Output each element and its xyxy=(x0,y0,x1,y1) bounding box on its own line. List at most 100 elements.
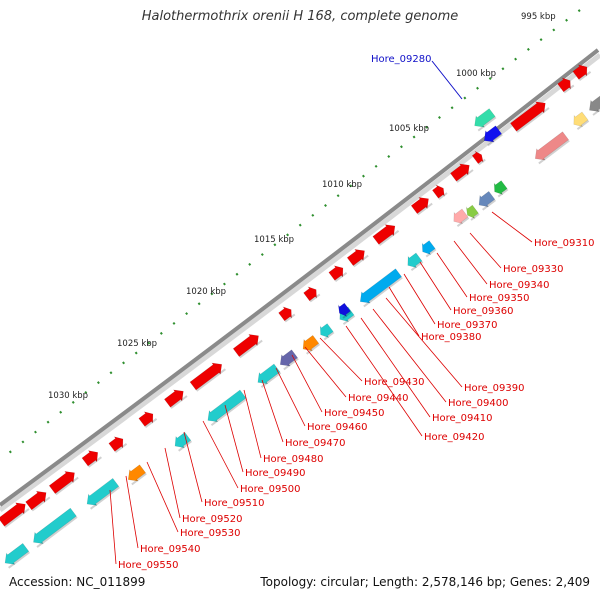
gene-arrow[interactable] xyxy=(463,204,480,221)
gene-label[interactable]: Hore_09420 xyxy=(424,432,485,443)
gene-label-item[interactable]: Hore_09310 xyxy=(491,211,595,249)
gene-arrow[interactable] xyxy=(449,160,474,183)
gene-label-item[interactable]: Hore_09540 xyxy=(125,475,201,555)
gene-arrow[interactable] xyxy=(0,499,30,528)
gene-label[interactable]: Hore_09460 xyxy=(307,422,368,433)
scale-tick-label: 1010 kbp xyxy=(322,180,362,190)
gene-arrow[interactable] xyxy=(328,262,348,283)
gene-label-item[interactable]: Hore_09530 xyxy=(146,461,241,539)
gene-label[interactable]: Hore_09340 xyxy=(489,280,550,291)
gene-label-item[interactable]: Hore_09430 xyxy=(319,337,425,388)
gene-arrow[interactable] xyxy=(83,477,121,510)
gene-arrow[interactable] xyxy=(572,61,592,82)
gene-label[interactable]: Hore_09400 xyxy=(448,398,509,409)
highlighted-gene[interactable]: Hore_09280 xyxy=(371,54,463,100)
gene-label-item[interactable]: Hore_09460 xyxy=(275,367,368,433)
gene-arrow[interactable] xyxy=(204,388,248,427)
gene-label-item[interactable]: Hore_09400 xyxy=(372,308,509,409)
gene-label-item[interactable]: Hore_09330 xyxy=(469,232,564,275)
gene-arrow[interactable] xyxy=(124,463,147,486)
gene-label[interactable]: Hore_09500 xyxy=(240,484,301,495)
gene-arrow[interactable] xyxy=(509,98,550,133)
gene-label-item[interactable]: Hore_09380 xyxy=(388,286,482,343)
gene-label[interactable]: Hore_09530 xyxy=(180,528,241,539)
gene-arrow[interactable] xyxy=(470,107,497,132)
gene-arrow[interactable] xyxy=(254,362,282,388)
gene-label[interactable]: Hore_09550 xyxy=(118,560,179,571)
gene-arrow[interactable] xyxy=(531,130,570,165)
gene-arrow[interactable] xyxy=(475,190,497,211)
gene-arrow[interactable] xyxy=(556,75,575,94)
gene-label-item[interactable]: Hore_09440 xyxy=(304,346,409,404)
gene-label[interactable]: Hore_09430 xyxy=(364,377,425,388)
gene-arrow[interactable] xyxy=(410,193,433,216)
gene-arrow[interactable] xyxy=(108,433,128,454)
gene-arrow[interactable] xyxy=(316,322,335,341)
gene-label-item[interactable]: Hore_09500 xyxy=(202,420,301,495)
gene-label[interactable]: Hore_09310 xyxy=(534,238,595,249)
gene-label[interactable]: Hore_09410 xyxy=(432,413,493,424)
gene-arrow[interactable] xyxy=(189,359,226,392)
gene-label-item[interactable]: Hore_09350 xyxy=(436,252,530,304)
scale-tick-label: 1020 kbp xyxy=(186,287,226,297)
gene-arrow[interactable] xyxy=(277,304,296,323)
gene-arrow[interactable] xyxy=(299,334,321,355)
gene-label[interactable]: Hore_09330 xyxy=(503,264,564,275)
gene-arrow[interactable] xyxy=(302,284,321,303)
gene-label-item[interactable]: Hore_09450 xyxy=(291,354,385,419)
gene-label[interactable]: Hore_09490 xyxy=(245,468,306,479)
gene-arrow[interactable] xyxy=(585,93,600,116)
gene-label[interactable]: Hore_09470 xyxy=(285,438,346,449)
gene-label[interactable]: Hore_09520 xyxy=(182,514,243,525)
gene-arrow[interactable] xyxy=(171,431,193,452)
gene-label-item[interactable]: Hore_09420 xyxy=(345,325,485,443)
gene-arrow[interactable] xyxy=(29,507,78,548)
gene-label-item[interactable]: Hore_09470 xyxy=(261,379,346,449)
accession-text: Accession: NC_011899 xyxy=(9,575,146,589)
gene-label[interactable]: Hore_09510 xyxy=(204,498,265,509)
gene-label-item[interactable]: Hore_09550 xyxy=(109,489,179,571)
gene-arrow[interactable] xyxy=(404,251,424,271)
gene-arrow[interactable] xyxy=(450,207,470,227)
gene-arrow[interactable] xyxy=(471,149,486,166)
gene-label-item[interactable]: Hore_09510 xyxy=(183,431,265,509)
gene-arrow[interactable] xyxy=(346,245,369,268)
gene-arrow[interactable] xyxy=(418,239,437,258)
gene-label[interactable]: Hore_09450 xyxy=(324,408,385,419)
gene-label-item[interactable]: Hore_09340 xyxy=(453,240,550,291)
gene-label[interactable]: Hore_09380 xyxy=(421,332,482,343)
gene-arrow[interactable] xyxy=(480,124,503,147)
highlighted-gene-leader xyxy=(431,60,463,100)
gene-arrow[interactable] xyxy=(24,487,51,512)
gene-label[interactable]: Hore_09370 xyxy=(437,320,498,331)
gene-arrow[interactable] xyxy=(431,183,448,200)
gene-label-item[interactable]: Hore_09410 xyxy=(360,317,493,424)
gene-label-item[interactable]: Hore_09490 xyxy=(224,404,306,479)
gene-label-item[interactable]: Hore_09360 xyxy=(419,261,514,317)
gene-label-item[interactable]: Hore_09480 xyxy=(243,389,324,465)
gene-label[interactable]: Hore_09360 xyxy=(453,306,514,317)
gene-arrow[interactable] xyxy=(570,110,590,130)
gene-label[interactable]: Hore_09540 xyxy=(140,544,201,555)
gene-arrow[interactable] xyxy=(276,348,299,371)
gene-arrow[interactable] xyxy=(232,330,263,359)
gene-arrow[interactable] xyxy=(138,408,158,429)
gene-label-item[interactable]: Hore_09390 xyxy=(385,297,525,394)
gene-label[interactable]: Hore_09350 xyxy=(469,293,530,304)
gene-arrow[interactable] xyxy=(48,467,79,496)
gene-label-item[interactable]: Hore_09370 xyxy=(403,273,498,331)
gene-arrow[interactable] xyxy=(356,267,403,308)
highlighted-gene-label[interactable]: Hore_09280 xyxy=(371,54,432,65)
gene-arrow[interactable] xyxy=(490,179,509,198)
gene-label[interactable]: Hore_09390 xyxy=(464,383,525,394)
gene-arrow[interactable] xyxy=(163,386,188,409)
gene-arrow[interactable] xyxy=(372,220,400,247)
gene-label[interactable]: Hore_09440 xyxy=(348,393,409,404)
gene-label[interactable]: Hore_09480 xyxy=(263,454,324,465)
gene-label-item[interactable]: Hore_09520 xyxy=(164,447,243,525)
gene-arrow[interactable] xyxy=(1,542,31,569)
gene-arrow[interactable] xyxy=(335,302,352,319)
gene-arrow[interactable] xyxy=(81,447,102,468)
